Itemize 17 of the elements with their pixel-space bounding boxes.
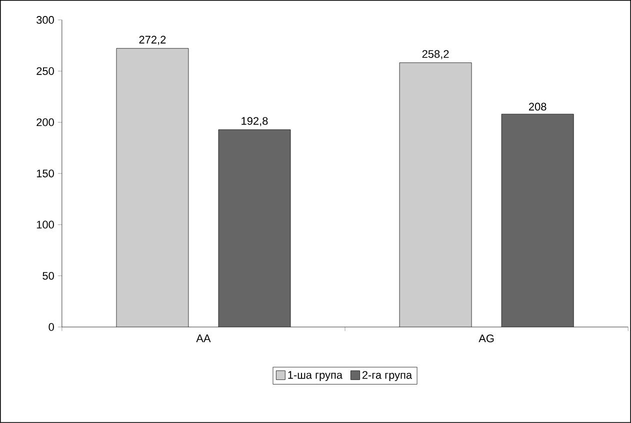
bar: [218, 130, 290, 328]
y-tick-label: 150: [36, 170, 54, 178]
data-label: 258,2: [422, 50, 449, 60]
y-tick-label: 0: [48, 323, 54, 331]
data-label: 192,8: [242, 117, 268, 126]
y-tick-label: 200: [36, 118, 54, 126]
y-tick-label: 250: [36, 67, 54, 76]
x-tick-label: AG: [478, 334, 494, 342]
y-tick-label: 100: [36, 220, 54, 229]
y-tick-label: 50: [42, 272, 54, 280]
data-label: 272,2: [139, 36, 166, 45]
data-label: 208: [528, 102, 546, 111]
bar: [501, 114, 574, 328]
y-tick-label: 300: [36, 16, 54, 24]
legend-label: 1-ша група: [288, 371, 343, 382]
x-tick-label: AA: [196, 334, 211, 342]
legend-label: 2-га група: [362, 371, 412, 382]
